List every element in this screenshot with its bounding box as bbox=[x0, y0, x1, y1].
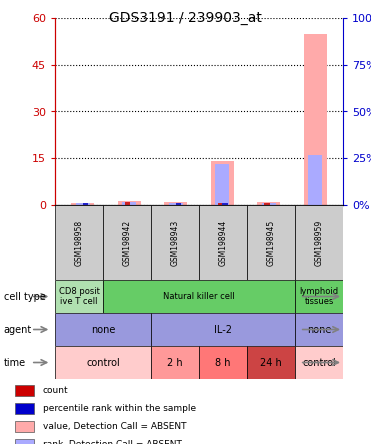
Bar bbox=[14, 403, 34, 414]
Bar bbox=[247, 346, 295, 379]
Text: percentile rank within the sample: percentile rank within the sample bbox=[43, 404, 196, 413]
Text: time: time bbox=[4, 357, 26, 368]
Bar bbox=[262, 202, 276, 205]
Bar bbox=[125, 202, 130, 205]
Text: GDS3191 / 239903_at: GDS3191 / 239903_at bbox=[109, 11, 262, 25]
Text: lymphoid
tissues: lymphoid tissues bbox=[299, 287, 339, 306]
Text: 24 h: 24 h bbox=[260, 357, 282, 368]
Bar bbox=[199, 205, 247, 280]
Bar bbox=[14, 439, 34, 444]
Text: IL-2: IL-2 bbox=[214, 325, 232, 334]
Bar bbox=[55, 205, 103, 280]
Text: GSM198959: GSM198959 bbox=[315, 219, 324, 266]
Text: control: control bbox=[302, 357, 336, 368]
Text: GSM198943: GSM198943 bbox=[171, 219, 180, 266]
Text: GSM198958: GSM198958 bbox=[75, 219, 83, 266]
Bar bbox=[122, 202, 136, 205]
Text: CD8 posit
ive T cell: CD8 posit ive T cell bbox=[59, 287, 99, 306]
Bar bbox=[55, 280, 103, 313]
Text: GSM198944: GSM198944 bbox=[219, 219, 227, 266]
Text: none: none bbox=[91, 325, 115, 334]
Bar bbox=[76, 203, 90, 205]
Bar bbox=[264, 202, 270, 205]
Bar bbox=[151, 346, 199, 379]
Bar bbox=[295, 346, 343, 379]
Text: GSM198942: GSM198942 bbox=[122, 219, 131, 266]
Bar bbox=[295, 313, 343, 346]
Text: control: control bbox=[86, 357, 120, 368]
Bar bbox=[215, 164, 229, 205]
Text: agent: agent bbox=[4, 325, 32, 334]
Bar bbox=[103, 205, 151, 280]
Text: 2 h: 2 h bbox=[167, 357, 183, 368]
Text: value, Detection Call = ABSENT: value, Detection Call = ABSENT bbox=[43, 422, 186, 431]
Bar bbox=[14, 385, 34, 396]
Text: rank, Detection Call = ABSENT: rank, Detection Call = ABSENT bbox=[43, 440, 181, 444]
Text: count: count bbox=[43, 386, 68, 395]
Bar bbox=[55, 313, 151, 346]
Bar bbox=[247, 205, 295, 280]
Bar bbox=[151, 205, 199, 280]
Bar bbox=[83, 203, 88, 205]
Bar bbox=[308, 155, 322, 205]
Bar bbox=[169, 202, 183, 205]
Bar bbox=[176, 202, 181, 205]
Bar bbox=[118, 201, 141, 205]
Text: cell type: cell type bbox=[4, 292, 46, 301]
Bar bbox=[71, 203, 95, 205]
Text: Natural killer cell: Natural killer cell bbox=[163, 292, 235, 301]
Text: 8 h: 8 h bbox=[215, 357, 231, 368]
Bar bbox=[164, 202, 187, 205]
Bar bbox=[199, 346, 247, 379]
Bar bbox=[14, 421, 34, 432]
Bar bbox=[103, 280, 295, 313]
Bar bbox=[217, 203, 223, 205]
Bar bbox=[257, 202, 280, 205]
Bar bbox=[211, 161, 234, 205]
Bar bbox=[151, 313, 295, 346]
Text: GSM198945: GSM198945 bbox=[266, 219, 276, 266]
Text: none: none bbox=[307, 325, 331, 334]
Bar bbox=[295, 205, 343, 280]
Bar bbox=[55, 346, 151, 379]
Bar bbox=[303, 34, 327, 205]
Bar bbox=[222, 203, 228, 205]
Bar bbox=[295, 280, 343, 313]
